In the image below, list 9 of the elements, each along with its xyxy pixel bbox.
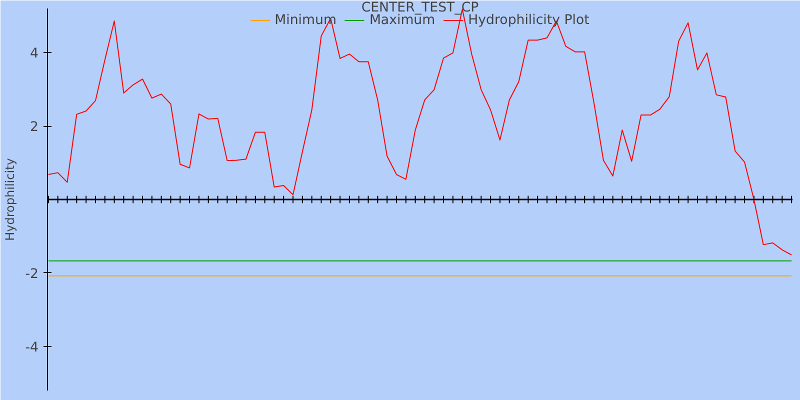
y-tick-label: 4 [30,46,39,62]
y-tick-label: -4 [25,340,39,356]
y-axis-title: Hydrophilicity [3,158,18,241]
legend-label: Minimum [274,12,336,28]
legend-label: Maximum [369,12,436,28]
chart-title: CENTER_TEST_CP [361,0,479,16]
y-tick-label: -2 [25,266,39,282]
y-tick-label: 2 [30,120,39,136]
legend-label: Hydrophilicity Plot [468,12,590,28]
